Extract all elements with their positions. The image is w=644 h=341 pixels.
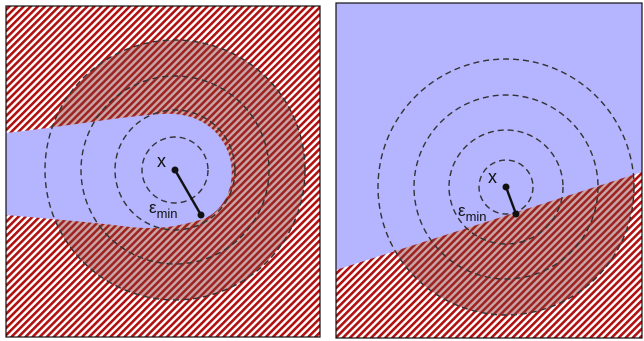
right-epsilon-subscript: min [466, 209, 487, 224]
right-panel: x εmin [336, 3, 642, 338]
left-x-label: x [157, 151, 166, 171]
left-epsilon-symbol: ε [149, 198, 157, 217]
left-epsilon-subscript: min [157, 206, 178, 221]
left-panel-border [5, 5, 321, 338]
right-x-label: x [488, 167, 497, 187]
left-nearest-point [197, 211, 205, 219]
left-free-region [6, 113, 232, 229]
left-circle-3 [80, 75, 270, 265]
left-panel: x εmin [6, 6, 320, 337]
left-circle-1 [141, 136, 209, 204]
left-dashed-circles [44, 39, 306, 301]
right-panel-border [335, 2, 643, 339]
right-circle-2 [448, 129, 564, 245]
right-epsilon-min-segment [504, 186, 518, 215]
left-circle-4 [44, 39, 306, 301]
right-circle-3 [413, 94, 599, 280]
left-circle-2 [114, 109, 236, 231]
right-free-region [336, 3, 642, 270]
right-nearest-point [512, 210, 520, 218]
right-dashed-circles [377, 58, 635, 316]
right-circle-1 [478, 159, 534, 215]
right-point-x [502, 183, 510, 191]
right-circle-4 [377, 58, 635, 316]
right-epsilon-label: εmin [458, 201, 487, 224]
left-epsilon-min-segment [173, 169, 203, 216]
right-epsilon-symbol: ε [458, 201, 466, 220]
left-point-x [171, 166, 179, 174]
left-epsilon-label: εmin [149, 198, 178, 221]
